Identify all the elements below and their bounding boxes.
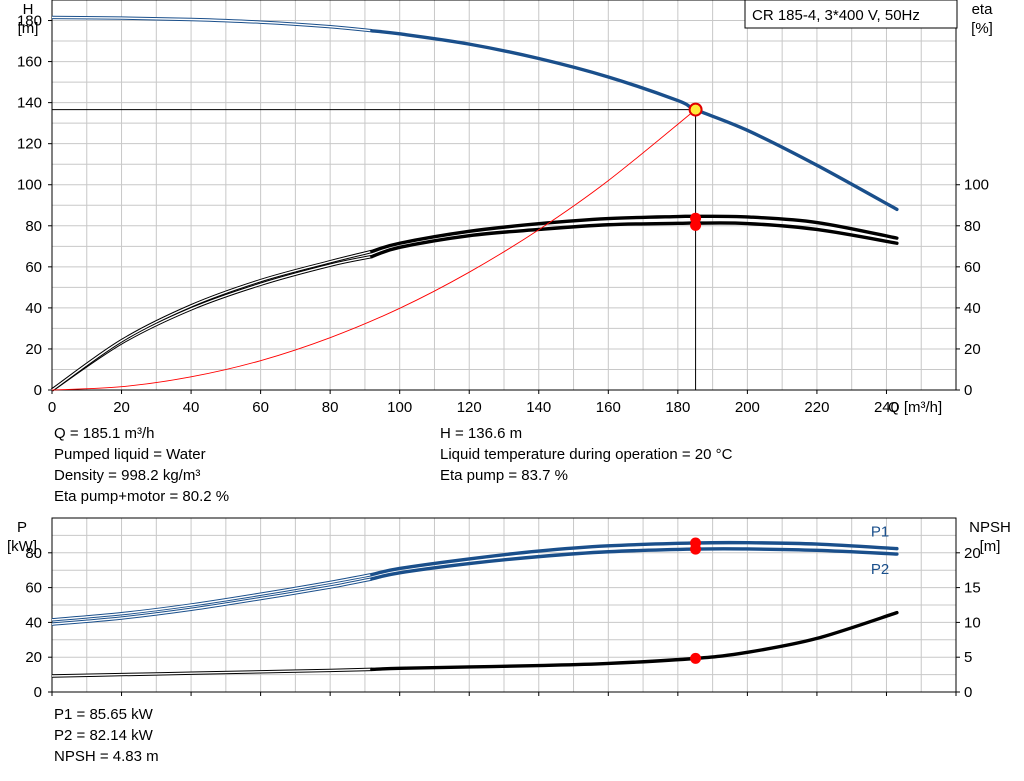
x-tick-label: 160 (596, 399, 621, 416)
npsh-curve-extrapolated-core (51, 668, 372, 677)
y-tick-label: 80 (25, 218, 42, 235)
power-y-tick-label: 20 (25, 649, 42, 666)
power-info: P1 = 85.65 kW P2 = 82.14 kW NPSH = 4.83 … (54, 704, 159, 767)
duty-info-left: Q = 185.1 m³/h Pumped liquid = Water Den… (54, 423, 229, 507)
eta-total-curve-extrapolated-core (51, 255, 373, 391)
p1-curve (370, 540, 899, 577)
power-y-tick-label: 0 (34, 684, 42, 701)
plot-grid (51, 0, 957, 391)
y2-axis-label: eta (972, 1, 994, 18)
x-tick-label: 80 (322, 399, 339, 416)
plot-frame-head (51, 0, 957, 391)
p1-curve-extrapolated (51, 572, 373, 622)
y-tick-label: 180 (17, 13, 42, 30)
p2-curve-extrapolated-core (51, 578, 373, 625)
y2-tick-label: 60 (964, 259, 981, 276)
y2-tick-label: 20 (964, 341, 981, 358)
system-curve (51, 109, 696, 391)
y2-tick-label: 0 (964, 382, 972, 399)
npsh-y-tick-label: 10 (964, 614, 981, 631)
y2-tick-label: 100 (964, 177, 989, 194)
y2-tick-label: 80 (964, 218, 981, 235)
chart-title: CR 185-4, 3*400 V, 50Hz (752, 7, 920, 24)
npsh-y-tick-label: 0 (964, 684, 972, 701)
npsh-y-tick-label: 5 (964, 649, 972, 666)
x-tick-label: 220 (804, 399, 829, 416)
power-y-tick-label: 60 (25, 580, 42, 597)
head-curve (370, 29, 899, 212)
y2-axis-label-unit: [%] (971, 20, 993, 37)
head-curve-extrapolated (51, 15, 373, 33)
npsh-y-tick-label: 15 (964, 580, 981, 597)
x-tick-label: 40 (183, 399, 200, 416)
p1-text: P1 = 85.65 kW (54, 706, 153, 723)
eta-total-text: Eta pump+motor = 80.2 % (54, 488, 230, 505)
power-axis-label-unit: [kW] (7, 538, 37, 555)
operating-point-head-marker (688, 102, 703, 117)
density-text: Density = 998.2 kg/m³ (54, 467, 201, 484)
x-tick-label: 200 (735, 399, 760, 416)
y-tick-label: 60 (25, 259, 42, 276)
x-tick-label: 20 (113, 399, 130, 416)
y-tick-label: 120 (17, 136, 42, 153)
p2-series-label: P2 (871, 561, 889, 578)
p2-text: P2 = 82.14 kW (54, 727, 153, 744)
npsh-y-tick-label: 20 (964, 545, 981, 562)
power-y-tick-label: 40 (25, 614, 42, 631)
y-tick-label: 160 (17, 54, 42, 71)
power-axis-label: P (17, 519, 27, 536)
head-curve-extrapolated-core (51, 16, 372, 32)
x-tick-label: 0 (48, 399, 56, 416)
plot-frame-power (51, 517, 957, 693)
liquid-temperature-text: Liquid temperature during operation = 20… (440, 446, 733, 463)
y-tick-label: 140 (17, 95, 42, 112)
eta-pump-curve (370, 214, 899, 254)
power-y-tick-label: 80 (25, 545, 42, 562)
eta-pump-curve-extrapolated-core (51, 250, 373, 391)
x-tick-label: 180 (665, 399, 690, 416)
y-tick-label: 40 (25, 300, 42, 317)
y2-tick-label: 40 (964, 300, 981, 317)
y-axis-label: H (23, 1, 34, 18)
eta-total-curve (370, 221, 899, 259)
x-tick-label: 60 (252, 399, 269, 416)
npsh-curve (370, 610, 899, 672)
p2-curve (370, 547, 899, 581)
y-axis-label-unit: [m] (18, 20, 39, 37)
duty-info-right: H = 136.6 m Liquid temperature during op… (440, 423, 732, 486)
y-tick-label: 100 (17, 177, 42, 194)
npsh-axis-label-unit: [m] (980, 538, 1001, 555)
operating-point-p2-marker (690, 543, 702, 555)
y-tick-label: 0 (34, 382, 42, 399)
eta-total-curve-extrapolated (51, 254, 373, 392)
eta-pump-text: Eta pump = 83.7 % (440, 467, 568, 484)
p1-curve-extrapolated-core (51, 573, 373, 621)
npsh-axis-label: NPSH (969, 519, 1011, 536)
npsh-text: NPSH = 4.83 m (54, 748, 159, 765)
p1-series-label: P1 (871, 524, 889, 541)
x-axis-label: Q [m³/h] (888, 399, 942, 416)
y-tick-label: 20 (25, 341, 42, 358)
head-text: H = 136.6 m (440, 425, 523, 442)
x-tick-label: 100 (387, 399, 412, 416)
pumped-liquid-text: Pumped liquid = Water (54, 446, 206, 463)
title-box (744, 0, 958, 29)
x-tick-label: 140 (526, 399, 551, 416)
flow-rate-text: Q = 185.1 m³/h (54, 425, 155, 442)
x-tick-label: 240 (874, 399, 899, 416)
operating-point-eta-total-marker (690, 219, 702, 231)
operating-point-npsh-marker (690, 652, 702, 664)
x-tick-label: 120 (457, 399, 482, 416)
